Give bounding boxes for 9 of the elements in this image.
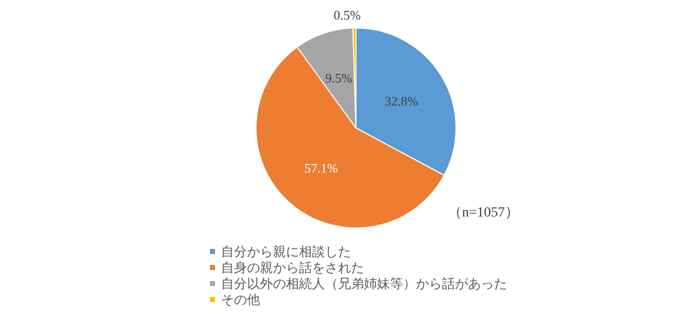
- data-label: 0.5%: [334, 8, 361, 23]
- text: （n=1057）: [448, 206, 519, 220]
- data-label: 57.1%: [304, 160, 338, 176]
- legend-label: 自分から親に相談した: [221, 244, 351, 259]
- legend-label: 自身の親から話をされた: [221, 260, 364, 275]
- legend-label: その他: [221, 292, 260, 307]
- data-label: 9.5%: [325, 70, 353, 86]
- data-label: 32.8%: [384, 93, 418, 108]
- legend-label: 自分以外の相続人（兄弟姉妹等）から話があった: [221, 276, 507, 291]
